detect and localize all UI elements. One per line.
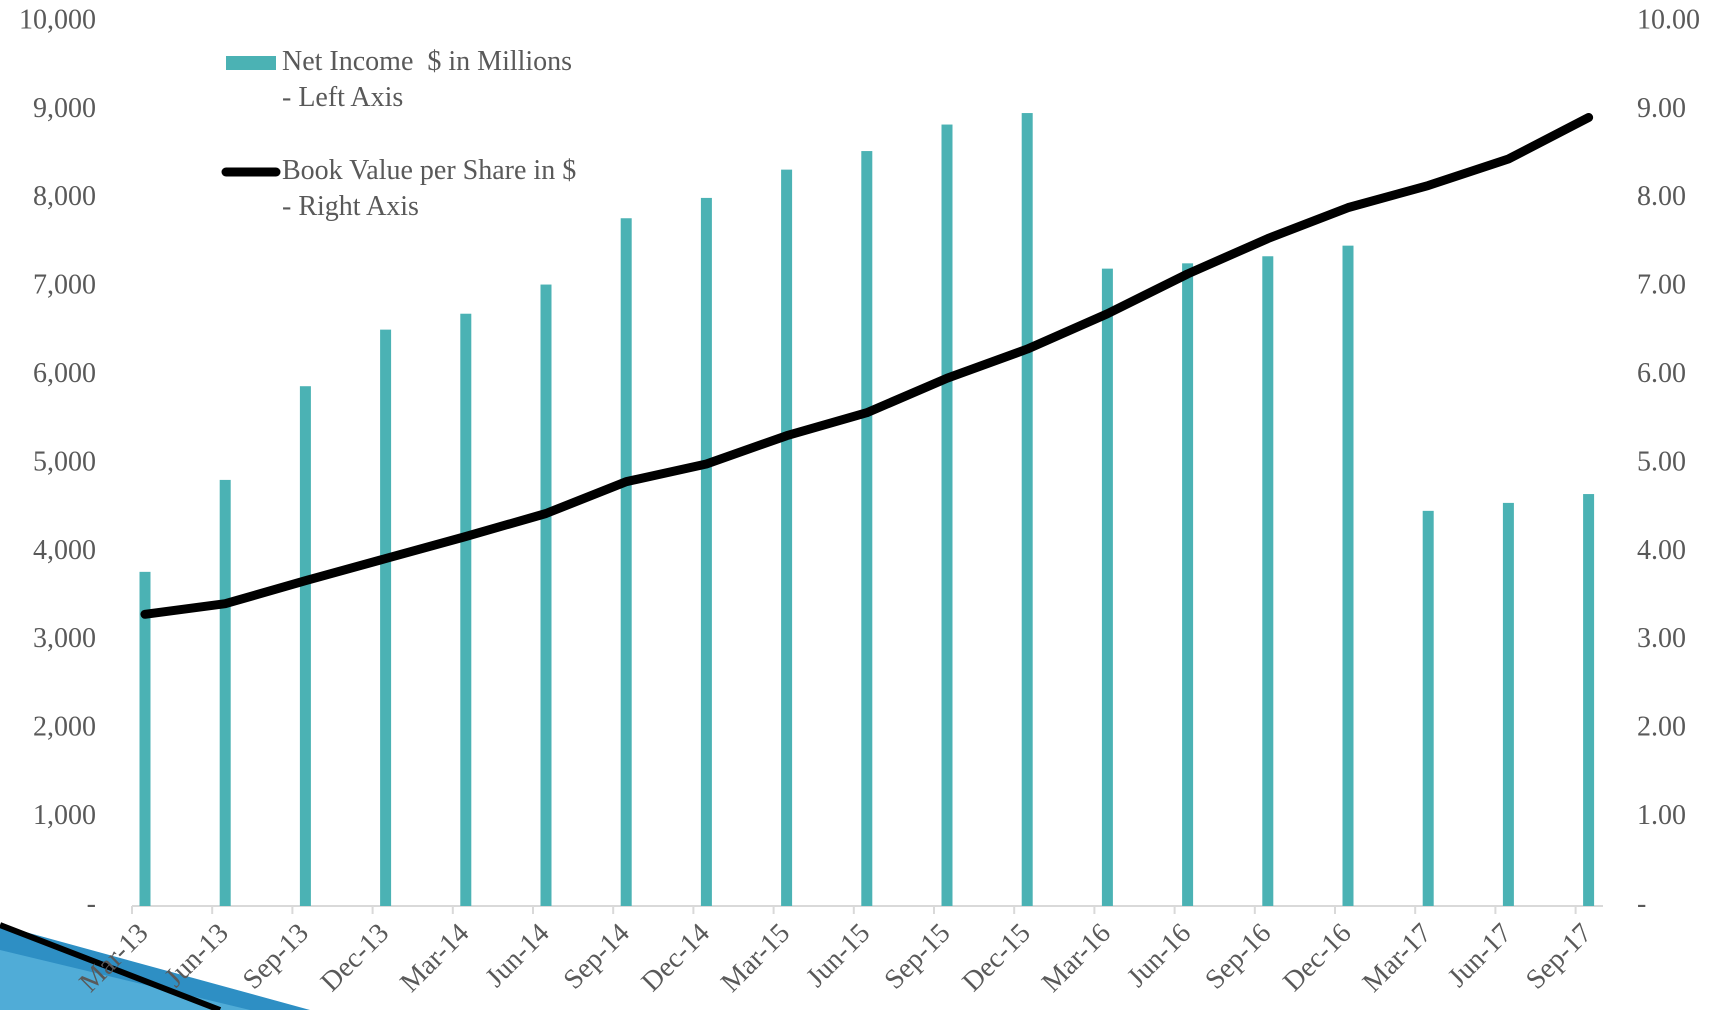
bar [861,151,873,907]
x-tick-label: Dec-15 [957,918,1037,998]
bar [139,571,151,906]
y2-tick-label: 7.00 [1637,270,1686,301]
y-tick-label: 10,000 [19,4,96,35]
y2-tick-label: 1.00 [1637,800,1686,831]
y-tick-label: - [87,888,96,919]
y2-tick-label: 4.00 [1637,535,1686,566]
bar [700,197,712,906]
x-tick-label: Sep-16 [1199,918,1277,996]
bar [1182,263,1194,906]
x-tick-label: Jun-15 [800,918,876,994]
bar [380,329,392,907]
y-tick-label: 3,000 [33,623,96,654]
y-tick-label: 9,000 [33,93,96,124]
y2-tick-label: 3.00 [1637,623,1686,654]
x-tick-label: Sep-13 [237,918,315,996]
y2-tick-label: 10.00 [1637,4,1700,35]
x-tick-label: Mar-14 [394,918,475,999]
bar [540,284,552,907]
bar [1262,256,1274,906]
legend-label: Net Income $ in Millions - Left Axis [282,46,573,113]
y-tick-label: 1,000 [33,800,96,831]
x-tick-label: Sep-15 [878,918,956,996]
bar [460,313,472,907]
y-tick-label: 6,000 [33,358,96,389]
y2-tick-label: 9.00 [1637,93,1686,124]
legend-label: Book Value per Share in $ - Right Axis [282,155,577,222]
bar [620,218,632,907]
bar [1502,502,1514,906]
x-tick-label: Dec-13 [315,918,395,998]
bar [1422,510,1434,906]
bar [1021,113,1033,906]
y2-tick-label: 5.00 [1637,446,1686,477]
y2-tick-label: - [1637,888,1646,919]
line [140,112,1594,619]
y2-tick-label: 2.00 [1637,712,1686,743]
y-tick-label: 4,000 [33,535,96,566]
y2-tick-label: 6.00 [1637,358,1686,389]
x-tick-label: Jun-17 [1442,918,1518,994]
bar [941,124,953,906]
x-tick-label: Dec-14 [636,918,716,998]
y-tick-label: 7,000 [33,270,96,301]
x-tick-label: Jun-16 [1121,918,1197,994]
bar [1101,268,1113,906]
legend-swatch [226,56,276,70]
x-tick-label: Mar-15 [715,918,796,999]
x-tick-label: Jun-14 [480,918,556,994]
bar [781,169,793,907]
y-tick-label: 8,000 [33,181,96,212]
x-tick-label: Mar-16 [1036,918,1117,999]
bar [299,386,311,906]
y-tick-label: 2,000 [33,712,96,743]
bar [1583,494,1595,906]
x-tick-label: Mar-17 [1357,918,1438,999]
y-tick-label: 5,000 [33,446,96,477]
bar [219,479,231,906]
x-tick-label: Sep-14 [558,918,636,996]
x-tick-label: Dec-16 [1277,918,1357,998]
y2-tick-label: 8.00 [1637,181,1686,212]
bar [1342,245,1354,907]
x-tick-label: Sep-17 [1520,918,1598,996]
decoration [0,922,222,1010]
